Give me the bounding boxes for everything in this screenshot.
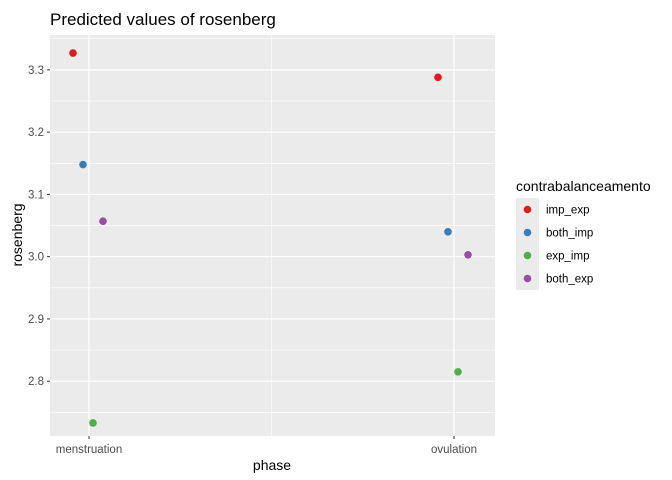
point-both_imp-menstruation: [79, 160, 87, 169]
y-axis: 2.8 2.9 3.0 3.1 3.2 3.3: [28, 65, 50, 388]
point-imp_exp-ovulation: [434, 73, 442, 82]
legend-key-both_imp: [523, 228, 532, 237]
y-tick-label: 2.8: [28, 376, 44, 388]
grid-major: [50, 35, 495, 436]
y-tick-label: 3.2: [28, 127, 44, 139]
x-tick-label: ovulation: [431, 444, 477, 456]
grid-minor: [50, 35, 495, 436]
x-tick-label: menstruation: [56, 444, 122, 456]
legend-label-exp_imp: exp_imp: [546, 251, 589, 263]
legend-label-both_exp: both_exp: [546, 274, 593, 286]
plot-panel: [50, 35, 495, 436]
y-axis-title: rosenberg: [9, 203, 25, 266]
legend-key-imp_exp: [523, 205, 532, 214]
y-tick-label: 3.0: [28, 252, 44, 264]
legend-key-exp_imp: [523, 251, 532, 260]
x-axis: menstruation ovulation: [56, 436, 477, 456]
point-exp_imp-menstruation: [89, 419, 97, 427]
point-imp_exp-menstruation: [69, 49, 77, 57]
point-both_exp-ovulation: [464, 251, 472, 259]
legend: contrabalanceamento imp_exp both_imp exp_i…: [516, 178, 651, 290]
legend-key-both_exp: [523, 274, 532, 283]
y-tick-label: 3.3: [28, 65, 44, 77]
chart-title: Predicted values of rosenberg: [50, 10, 276, 29]
y-tick-label: 3.1: [28, 189, 44, 201]
y-tick-label: 2.9: [28, 314, 44, 326]
data-points: [69, 49, 472, 427]
point-exp_imp-ovulation: [454, 368, 462, 376]
legend-label-imp_exp: imp_exp: [546, 205, 589, 217]
x-axis-title: phase: [253, 457, 291, 473]
point-both_imp-ovulation: [444, 227, 452, 236]
legend-title: contrabalanceamento: [516, 178, 651, 194]
legend-label-both_imp: both_imp: [546, 228, 593, 240]
point-both_exp-menstruation: [99, 217, 107, 225]
